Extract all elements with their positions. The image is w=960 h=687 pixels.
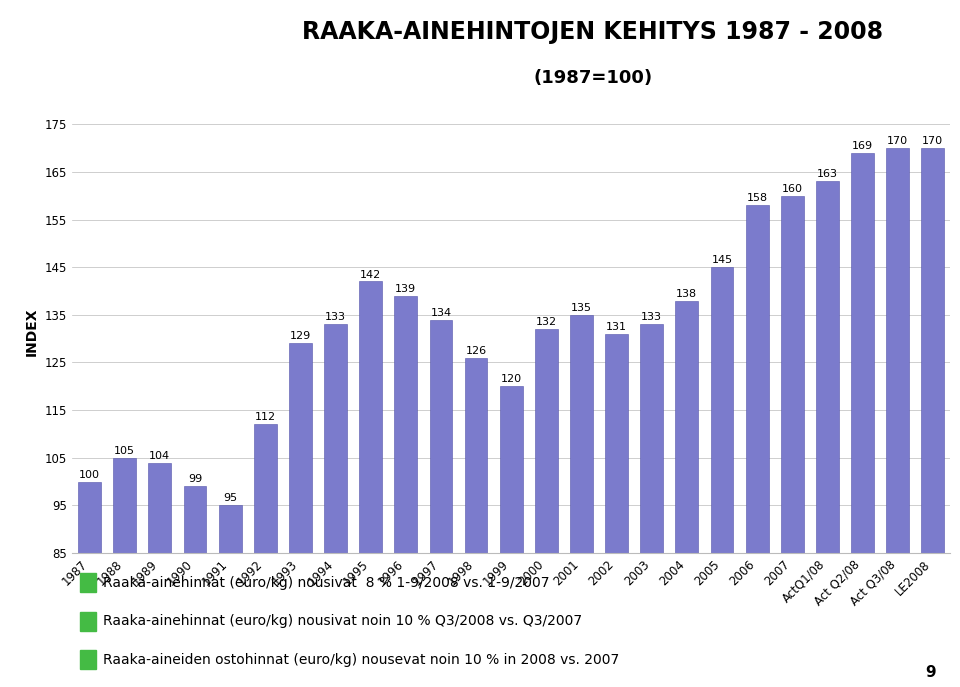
Bar: [289, 344, 312, 687]
Text: 129: 129: [290, 332, 311, 341]
Bar: [183, 486, 206, 687]
Bar: [113, 458, 136, 687]
Text: 160: 160: [781, 184, 803, 194]
Bar: [429, 319, 452, 687]
Bar: [640, 324, 663, 687]
Text: 132: 132: [536, 317, 557, 327]
Bar: [570, 315, 593, 687]
Bar: [359, 282, 382, 687]
Text: 139: 139: [396, 284, 417, 294]
Text: 126: 126: [466, 346, 487, 356]
Text: 145: 145: [711, 256, 732, 265]
Text: 120: 120: [500, 374, 522, 384]
Text: (1987=100): (1987=100): [533, 69, 653, 87]
Y-axis label: INDEX: INDEX: [25, 307, 39, 356]
Text: 99: 99: [188, 475, 203, 484]
Text: 138: 138: [676, 289, 698, 299]
Bar: [676, 300, 698, 687]
Bar: [710, 267, 733, 687]
FancyBboxPatch shape: [80, 573, 96, 592]
Bar: [324, 324, 347, 687]
Bar: [149, 462, 171, 687]
Text: 131: 131: [606, 322, 627, 332]
Bar: [78, 482, 101, 687]
Text: 112: 112: [254, 412, 276, 423]
Text: Raaka-ainehinnat (euro/kg) nousivat  8 % 1-9/2008 vs. 1-9/2007: Raaka-ainehinnat (euro/kg) nousivat 8 % …: [104, 576, 550, 589]
Text: 135: 135: [571, 303, 592, 313]
Bar: [219, 506, 242, 687]
Bar: [500, 386, 522, 687]
Bar: [746, 205, 769, 687]
Text: 142: 142: [360, 269, 381, 280]
Text: 95: 95: [223, 493, 237, 504]
Text: 163: 163: [817, 170, 838, 179]
Text: 133: 133: [641, 313, 662, 322]
FancyBboxPatch shape: [80, 611, 96, 631]
Bar: [780, 196, 804, 687]
Text: 105: 105: [114, 446, 135, 456]
Text: 170: 170: [887, 136, 908, 146]
FancyBboxPatch shape: [80, 650, 96, 669]
Bar: [395, 295, 418, 687]
Text: 9: 9: [925, 665, 936, 680]
Bar: [465, 358, 488, 687]
Bar: [816, 181, 839, 687]
Text: 170: 170: [923, 136, 944, 146]
Text: 169: 169: [852, 141, 874, 151]
Text: 100: 100: [79, 470, 100, 480]
Text: RENKAAT: RENKAAT: [59, 65, 167, 85]
Bar: [852, 153, 874, 687]
Bar: [886, 148, 909, 687]
Bar: [535, 329, 558, 687]
Text: nokian: nokian: [68, 26, 157, 50]
Text: Raaka-ainehinnat (euro/kg) nousivat noin 10 % Q3/2008 vs. Q3/2007: Raaka-ainehinnat (euro/kg) nousivat noin…: [104, 614, 583, 628]
Text: RAAKA-AINEHINTOJEN KEHITYS 1987 - 2008: RAAKA-AINEHINTOJEN KEHITYS 1987 - 2008: [302, 20, 883, 44]
Text: 133: 133: [325, 313, 346, 322]
Text: Raaka-aineiden ostohinnat (euro/kg) nousevat noin 10 % in 2008 vs. 2007: Raaka-aineiden ostohinnat (euro/kg) nous…: [104, 653, 620, 666]
Text: 158: 158: [747, 193, 768, 203]
Text: 104: 104: [149, 451, 171, 460]
Text: 134: 134: [430, 308, 451, 317]
Bar: [605, 334, 628, 687]
Bar: [253, 425, 276, 687]
Bar: [922, 148, 945, 687]
